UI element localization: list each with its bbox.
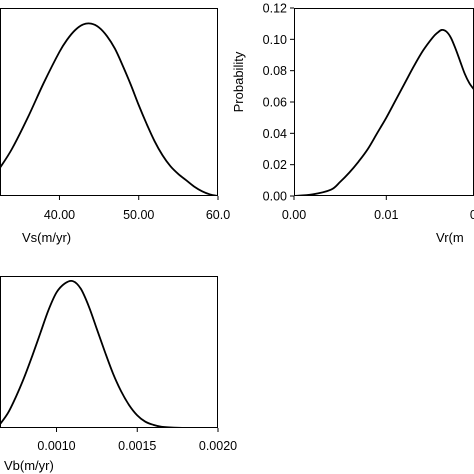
y-tick-label: 0.08	[263, 64, 287, 78]
x-tick-label: 0.0	[470, 208, 474, 222]
x-tick-label: 0.01	[374, 208, 398, 222]
series-line	[294, 28, 474, 196]
x-tick-label: 0.0020	[199, 439, 237, 453]
x-axis-label: Vb(m/yr)	[4, 458, 54, 473]
x-tick-label: 60.0	[206, 208, 230, 222]
x-tick-label: 0.00	[282, 208, 306, 222]
x-tick-label: 0.0015	[118, 439, 156, 453]
x-axis-label: Vs(m/yr)	[22, 230, 71, 245]
y-tick-label: 0.00	[263, 190, 287, 204]
y-tick-label: 0.10	[263, 33, 287, 47]
x-axis-label: Vr(m	[436, 230, 464, 245]
y-tick-label: 0.02	[263, 158, 287, 172]
x-tick-label: 0.0010	[37, 439, 75, 453]
panel-top-right: 0.00 0.01 0.0 0.00 0.02 0.04 0.06 0.08 0.10 0.12 V…	[231, 2, 474, 245]
series-line	[0, 22, 218, 196]
panel-bottom-left: 0.0010 0.0015 0.0020 Vb(m/yr)	[0, 276, 237, 473]
y-tick-label: 0.04	[263, 127, 287, 141]
plot-frame	[0, 8, 218, 196]
panel-top-left: 40.00 50.00 60.0 Vs(m/yr)	[0, 8, 230, 245]
x-tick-label: 40.00	[44, 208, 75, 222]
y-tick-label: 0.12	[263, 2, 287, 16]
plot-frame	[0, 276, 218, 428]
x-tick-label: 50.00	[123, 208, 154, 222]
y-tick-label: 0.06	[263, 96, 287, 110]
plot-frame	[294, 8, 474, 196]
y-axis-label: Probability	[231, 51, 246, 112]
series-line	[0, 279, 218, 428]
